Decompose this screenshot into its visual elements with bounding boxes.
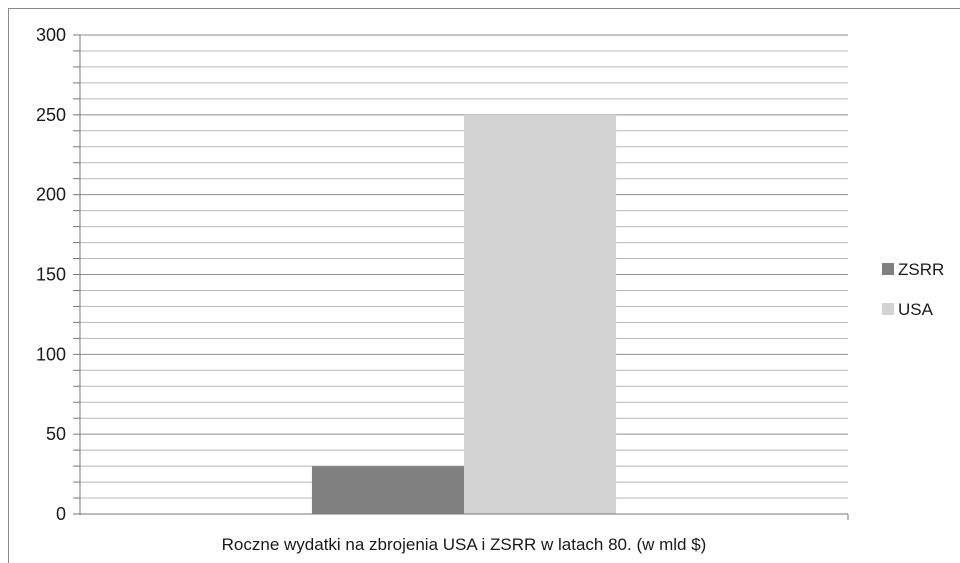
legend-label-zsrr: ZSRR <box>898 260 944 279</box>
y-tick-label: 300 <box>36 25 66 45</box>
y-tick-label: 50 <box>46 424 66 444</box>
category-label: Roczne wydatki na zbrojenia USA i ZSRR w… <box>222 535 707 554</box>
category-labels: Roczne wydatki na zbrojenia USA i ZSRR w… <box>222 535 707 554</box>
legend-label-usa: USA <box>898 300 934 319</box>
y-tick-label: 250 <box>36 105 66 125</box>
bar-usa <box>464 114 617 514</box>
y-tick-label: 200 <box>36 185 66 205</box>
bars <box>311 114 617 514</box>
bar-zsrr <box>311 466 464 514</box>
y-tick-label: 150 <box>36 265 66 285</box>
y-tick-labels: 0 50 100 150 200 250 300 <box>36 25 66 524</box>
chart-frame <box>8 8 960 563</box>
legend: ZSRR USA <box>882 260 944 319</box>
legend-swatch-zsrr <box>882 263 894 275</box>
legend-swatch-usa <box>882 303 894 315</box>
axes <box>79 35 849 520</box>
y-tick-label: 100 <box>36 344 66 364</box>
y-tick-label: 0 <box>56 504 66 524</box>
gridlines <box>73 34 848 515</box>
